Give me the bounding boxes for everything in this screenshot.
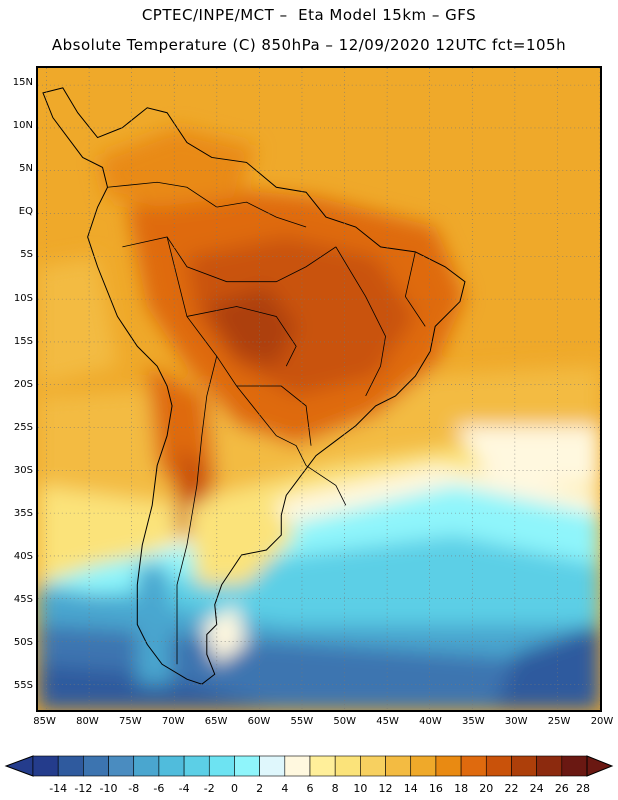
colorbar-swatch <box>561 755 588 777</box>
colorbar-swatch <box>536 755 563 777</box>
colorbar-label: -10 <box>99 782 118 795</box>
colorbar-swatch <box>460 755 487 777</box>
lat-tick-label: 30S <box>13 464 33 476</box>
lon-tick-label: 25W <box>547 716 571 727</box>
lon-tick-label: 40W <box>419 716 442 727</box>
lon-tick-label: 65W <box>204 716 228 727</box>
colorbar-swatch <box>208 755 235 777</box>
colorbar-label: 4 <box>281 782 289 795</box>
lat-tick-label: 50S <box>13 637 33 649</box>
colorbar-label: 2 <box>256 782 264 795</box>
lat-tick-label: 40S <box>13 550 33 562</box>
lat-tick-label: 25S <box>13 421 33 433</box>
colorbar-swatch <box>410 755 437 777</box>
colorbar-label: 16 <box>428 782 443 795</box>
colorbar-swatch <box>385 755 412 777</box>
colorbar-label: 12 <box>378 782 393 795</box>
colorbar-arrow-left <box>4 755 34 777</box>
colorbar-label: -2 <box>203 782 215 795</box>
map-canvas <box>38 68 600 710</box>
colorbar-label: 22 <box>504 782 519 795</box>
lat-tick-label: 45S <box>13 594 33 606</box>
lon-tick-label: 75W <box>119 716 142 727</box>
colorbar-label: 24 <box>529 782 544 795</box>
lat-tick-label: 20S <box>13 378 33 390</box>
lat-tick-label: 5S <box>20 249 33 261</box>
lat-tick-label: 5N <box>19 163 33 175</box>
lon-tick-label: 50W <box>333 716 357 727</box>
colorbar-label: 6 <box>306 782 314 795</box>
colorbar-label: -6 <box>153 782 165 795</box>
colorbar-swatch <box>234 755 260 777</box>
lat-tick-label: 10S <box>13 292 33 304</box>
colorbar-swatch <box>133 755 160 777</box>
lat-tick-label: 15N <box>12 77 33 89</box>
colorbar-swatch <box>511 755 537 777</box>
lat-tick-label: 55S <box>13 680 33 692</box>
lon-tick-label: 85W <box>33 716 56 727</box>
lon-tick-label: 80W <box>76 716 99 727</box>
colorbar-swatch <box>485 755 512 777</box>
colorbar-swatch <box>57 755 84 777</box>
colorbar-label: -14 <box>49 782 68 795</box>
lon-tick-label: 45W <box>376 716 399 727</box>
colorbar-label: 14 <box>403 782 418 795</box>
colorbar-arrow-right <box>586 755 614 777</box>
lat-tick-label: 35S <box>13 507 33 519</box>
lat-tick-label: 15S <box>13 335 33 347</box>
colorbar-label: -8 <box>128 782 140 795</box>
colorbar-label: 8 <box>331 782 339 795</box>
colorbar-label: 10 <box>353 782 368 795</box>
colorbar-label: -12 <box>74 782 93 795</box>
colorbar-swatch <box>334 755 361 777</box>
colorbar <box>4 755 614 777</box>
lat-tick-label: EQ <box>18 206 33 218</box>
temperature-map <box>36 66 602 712</box>
coastline <box>42 87 466 685</box>
colorbar-label: 26 <box>554 782 569 795</box>
colorbar-swatch <box>83 755 109 777</box>
colorbar-swatch <box>309 755 336 777</box>
lon-tick-label: 20W <box>590 716 614 727</box>
colorbar-swatch <box>108 755 135 777</box>
colorbar-swatch <box>32 755 59 777</box>
colorbar-label: 20 <box>479 782 494 795</box>
lon-tick-label: 70W <box>161 716 185 727</box>
colorbar-swatch <box>183 755 210 777</box>
lon-tick-label: 60W <box>247 716 271 727</box>
lon-tick-label: 55W <box>290 716 314 727</box>
lon-tick-label: 35W <box>462 716 485 727</box>
chart-title-line2: Absolute Temperature (C) 850hPa – 12/09/… <box>51 36 567 54</box>
colorbar-label: 28 <box>576 782 590 795</box>
lon-tick-label: 30W <box>504 716 528 727</box>
colorbar-swatch <box>435 755 462 777</box>
colorbar-swatch <box>259 755 286 777</box>
colorbar-label: 18 <box>454 782 469 795</box>
lat-tick-label: 10N <box>12 120 33 132</box>
colorbar-swatch <box>284 755 311 777</box>
colorbar-label: 0 <box>230 782 238 795</box>
colorbar-label: -4 <box>178 782 190 795</box>
colorbar-swatch <box>158 755 185 777</box>
colorbar-swatch <box>360 755 386 777</box>
chart-title-line1: CPTEC/INPE/MCT – Eta Model 15km – GFS <box>141 6 477 24</box>
